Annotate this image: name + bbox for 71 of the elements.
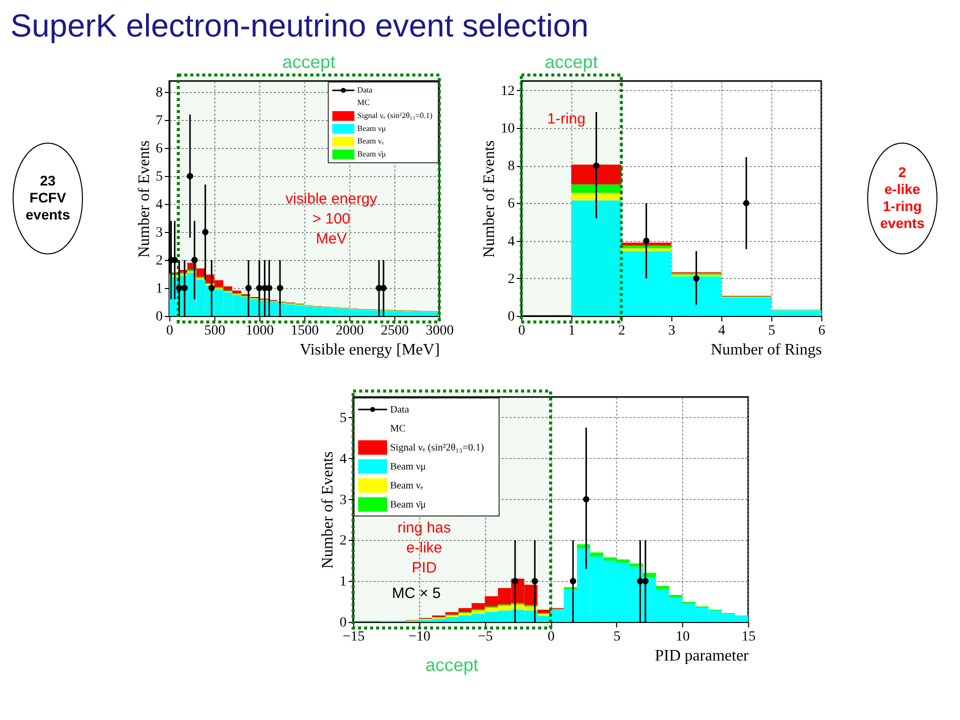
text: 2 e-like 1-ring events bbox=[880, 164, 925, 231]
legend-label: Beam ν̄μ bbox=[390, 500, 426, 510]
chart-title: SuperK electron-neutrino event selection bbox=[10, 7, 589, 44]
x-tick-label: 3 bbox=[668, 324, 676, 338]
x-tick-label: 5 bbox=[768, 324, 776, 338]
y-tick-label: 4 bbox=[340, 452, 347, 467]
y-tick-label: 6 bbox=[156, 142, 163, 157]
legend-title: MC bbox=[357, 98, 370, 108]
legend-label: Signal νₑ (sin²2θ₁₃=0.1) bbox=[390, 442, 484, 454]
y-axis-title: Number of Events bbox=[480, 140, 498, 258]
x-tick-label: −5 bbox=[478, 630, 493, 644]
annotation: visible energy > 100 MeV bbox=[285, 190, 378, 248]
x-tick-label: 2500 bbox=[380, 324, 409, 338]
x-tick-label: 3000 bbox=[426, 324, 454, 338]
x-tick-label: 0 bbox=[166, 324, 174, 338]
x-tick-label: 10 bbox=[676, 630, 690, 644]
y-axis-title: Number of Events bbox=[320, 451, 337, 569]
legend-title: MC bbox=[390, 424, 406, 434]
y-tick-label: 10 bbox=[500, 122, 515, 136]
x-tick-label: 0 bbox=[548, 630, 555, 644]
x-tick-label: 2000 bbox=[336, 324, 364, 338]
y-axis-title: Number of Events bbox=[136, 140, 153, 258]
x-axis-title: PID parameter bbox=[654, 648, 750, 664]
annotation: 1-ring bbox=[547, 110, 586, 128]
y-tick-label: 12 bbox=[500, 84, 515, 99]
x-tick-label: 1500 bbox=[290, 324, 319, 338]
y-tick-label: 2 bbox=[508, 272, 515, 287]
legend-label: Signal νₑ (sin²2θ₁₃=0.1) bbox=[357, 111, 433, 120]
x-tick-label: 1000 bbox=[246, 324, 274, 338]
legend-label: Data bbox=[390, 404, 410, 416]
y-tick-label: 0 bbox=[340, 616, 347, 630]
band-label: accept bbox=[282, 52, 336, 72]
x-axis-title: Visible energy [MeV] bbox=[300, 342, 440, 358]
x-tick-label: 4 bbox=[718, 324, 726, 338]
band-label: accept bbox=[544, 52, 598, 72]
legend-label: Beam νμ bbox=[357, 124, 386, 133]
y-tick-label: 0 bbox=[156, 310, 163, 324]
y-tick-label: 8 bbox=[508, 159, 515, 174]
x-tick-label: 15 bbox=[742, 630, 756, 644]
x-tick-label: 0 bbox=[518, 324, 526, 338]
x-tick-label: −10 bbox=[408, 630, 430, 644]
x-tick-label: 6 bbox=[818, 324, 826, 338]
y-tick-label: 1 bbox=[156, 282, 163, 297]
legend-label: Data bbox=[357, 85, 373, 94]
y-tick-label: 6 bbox=[508, 196, 515, 212]
x-axis-title: Number of Rings bbox=[710, 342, 822, 358]
y-tick-label: 3 bbox=[340, 492, 347, 508]
x-tick-label: 500 bbox=[204, 324, 226, 338]
y-tick-label: 3 bbox=[156, 226, 163, 241]
y-tick-label: 4 bbox=[508, 234, 515, 250]
y-tick-label: 2 bbox=[340, 534, 347, 549]
y-tick-label: 4 bbox=[156, 198, 163, 213]
legend-label: Beam ν̄μ bbox=[357, 149, 386, 158]
x-tick-label: 1 bbox=[568, 324, 576, 338]
x-tick-label: 5 bbox=[613, 630, 620, 644]
band-label: accept bbox=[425, 655, 478, 675]
x-tick-label: 2 bbox=[618, 324, 626, 338]
legend-label: Beam νₑ bbox=[357, 136, 384, 146]
y-tick-label: 5 bbox=[340, 410, 347, 426]
y-tick-label: 2 bbox=[156, 254, 163, 269]
annotation: MC × 5 bbox=[392, 584, 441, 602]
annotation: ring has e-like PID bbox=[398, 520, 451, 576]
legend-label: Beam νμ bbox=[390, 462, 426, 472]
y-tick-label: 0 bbox=[508, 310, 515, 324]
x-tick-label: −15 bbox=[342, 630, 365, 644]
y-tick-label: 7 bbox=[156, 114, 163, 129]
y-tick-label: 5 bbox=[156, 170, 163, 185]
y-tick-label: 8 bbox=[156, 86, 163, 101]
y-tick-label: 1 bbox=[340, 574, 347, 590]
text: 23 FCFV events bbox=[26, 172, 70, 222]
legend-label: Beam νₑ bbox=[390, 480, 424, 492]
